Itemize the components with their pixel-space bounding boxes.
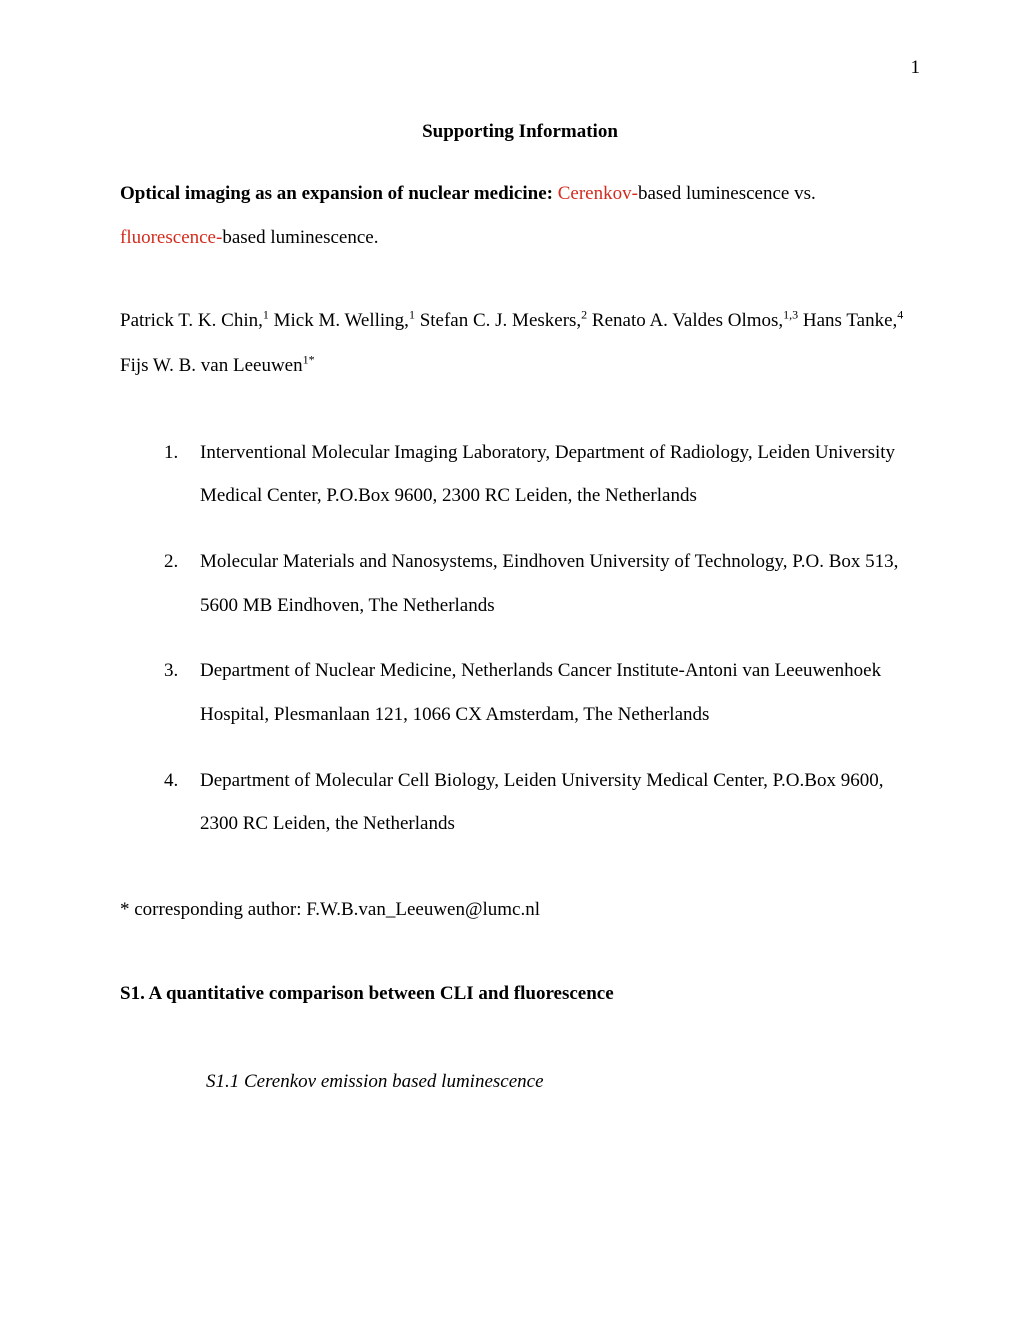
affiliation-number: 4. bbox=[164, 759, 194, 846]
author-4-name: Renato A. Valdes Olmos, bbox=[587, 310, 783, 331]
affiliation-text: Molecular Materials and Nanosystems, Ein… bbox=[200, 540, 920, 627]
affiliation-number: 3. bbox=[164, 649, 194, 736]
section-heading-s1: S1. A quantitative comparison between CL… bbox=[120, 974, 920, 1014]
page-number: 1 bbox=[911, 48, 921, 88]
affiliation-text: Department of Nuclear Medicine, Netherla… bbox=[200, 649, 920, 736]
author-2-name: Mick M. Welling, bbox=[269, 310, 409, 331]
corresponding-author: * corresponding author: F.W.B.van_Leeuwe… bbox=[120, 890, 920, 930]
affiliation-item: 3. Department of Nuclear Medicine, Nethe… bbox=[164, 649, 920, 736]
author-3-name: Stefan C. J. Meskers, bbox=[415, 310, 581, 331]
subtitle-red-fluorescence: fluorescence- bbox=[120, 227, 222, 248]
affiliation-number: 2. bbox=[164, 540, 194, 627]
subtitle-mid2: based luminescence. bbox=[222, 227, 378, 248]
author-5-affil: 4 bbox=[897, 308, 903, 322]
authors-list: Patrick T. K. Chin,1 Mick M. Welling,1 S… bbox=[120, 299, 920, 388]
document-subtitle: Optical imaging as an expansion of nucle… bbox=[120, 172, 920, 259]
author-6-name: Fijs W. B. van Leeuwen bbox=[120, 355, 303, 376]
affiliation-item: 2. Molecular Materials and Nanosystems, … bbox=[164, 540, 920, 627]
subsection-heading-s1-1: S1.1 Cerenkov emission based luminescenc… bbox=[206, 1062, 920, 1102]
affiliation-item: 4. Department of Molecular Cell Biology,… bbox=[164, 759, 920, 846]
author-5-name: Hans Tanke, bbox=[798, 310, 897, 331]
affiliation-number: 1. bbox=[164, 431, 194, 518]
author-6-affil: 1* bbox=[303, 353, 315, 367]
subtitle-red-cerenkov: Cerenkov- bbox=[558, 183, 638, 204]
author-1-name: Patrick T. K. Chin, bbox=[120, 310, 263, 331]
affiliation-item: 1. Interventional Molecular Imaging Labo… bbox=[164, 431, 920, 518]
affiliation-text: Department of Molecular Cell Biology, Le… bbox=[200, 759, 920, 846]
affiliation-text: Interventional Molecular Imaging Laborat… bbox=[200, 431, 920, 518]
document-header-title: Supporting Information bbox=[120, 112, 920, 152]
affiliations-list: 1. Interventional Molecular Imaging Labo… bbox=[164, 431, 920, 847]
author-4-affil: 1,3 bbox=[783, 308, 798, 322]
subtitle-mid1: based luminescence vs. bbox=[638, 183, 816, 204]
subtitle-bold: Optical imaging as an expansion of nucle… bbox=[120, 183, 558, 204]
